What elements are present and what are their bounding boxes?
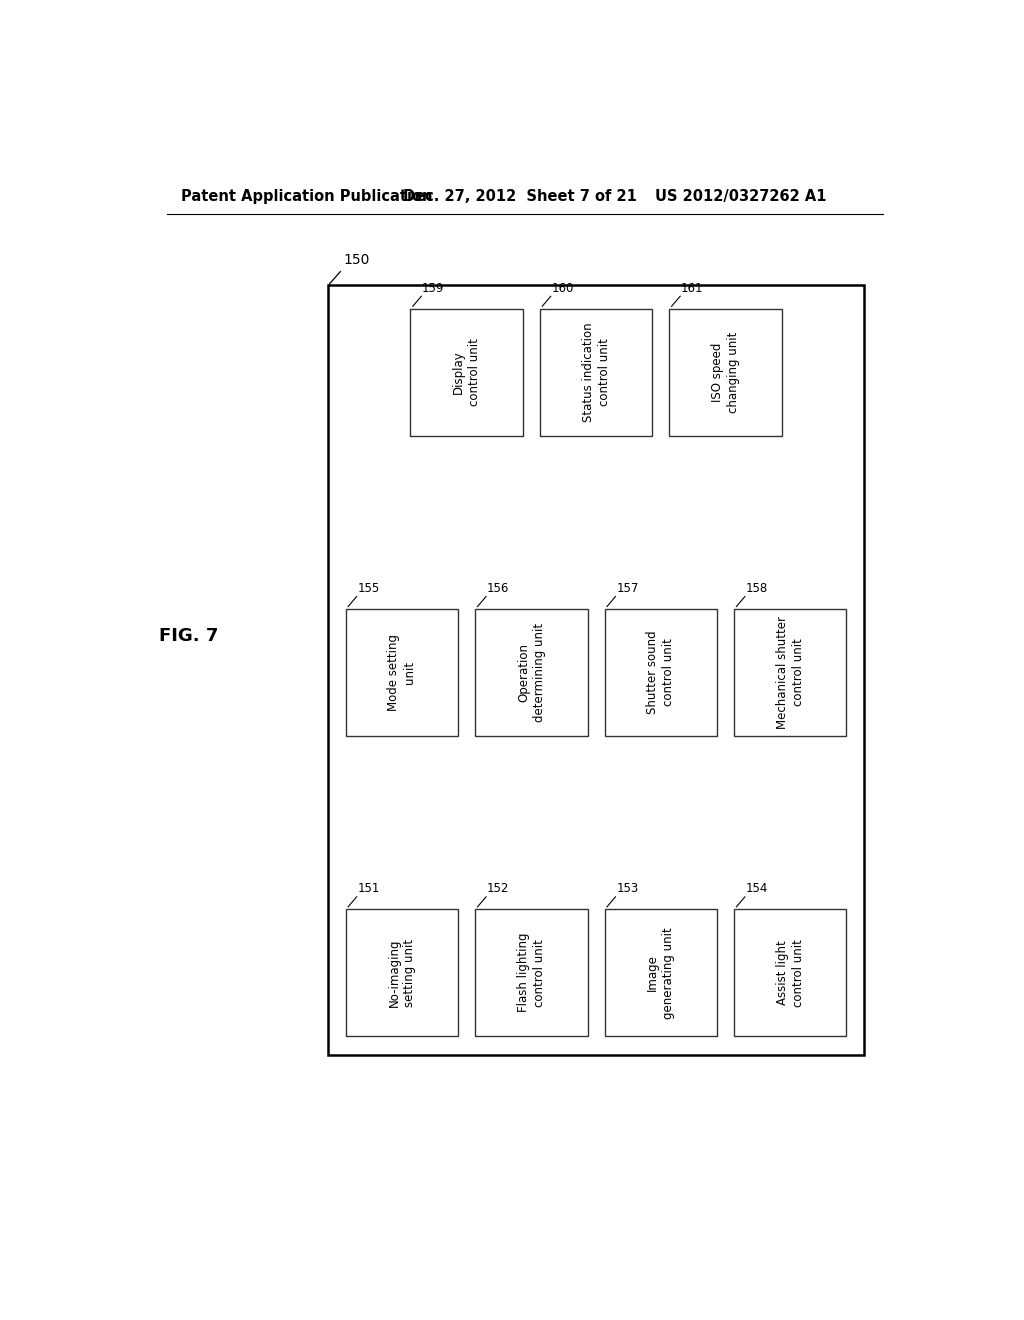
Bar: [604, 909, 717, 1036]
Text: Patent Application Publication: Patent Application Publication: [180, 189, 432, 205]
Text: ISO speed
changing unit: ISO speed changing unit: [711, 331, 740, 413]
Text: No-imaging
setting unit: No-imaging setting unit: [387, 939, 417, 1007]
Text: Status indication
control unit: Status indication control unit: [582, 322, 610, 422]
Text: 160: 160: [552, 281, 573, 294]
Text: Image
generating unit: Image generating unit: [646, 927, 675, 1019]
Text: 151: 151: [357, 882, 380, 895]
Bar: [670, 309, 781, 436]
Text: 161: 161: [681, 281, 703, 294]
Text: Dec. 27, 2012  Sheet 7 of 21: Dec. 27, 2012 Sheet 7 of 21: [403, 189, 637, 205]
Text: Shutter sound
control unit: Shutter sound control unit: [646, 631, 675, 714]
Text: 158: 158: [745, 582, 768, 595]
Bar: [734, 609, 847, 737]
Bar: [734, 909, 847, 1036]
Text: FIG. 7: FIG. 7: [159, 627, 218, 644]
Bar: [604, 609, 717, 737]
Bar: [346, 609, 458, 737]
Text: 156: 156: [486, 582, 509, 595]
Text: 159: 159: [422, 281, 444, 294]
Text: Mode setting
unit: Mode setting unit: [387, 634, 417, 711]
Bar: [328, 285, 864, 1056]
Text: 155: 155: [357, 582, 380, 595]
Text: Operation
determining unit: Operation determining unit: [517, 623, 546, 722]
Text: 154: 154: [745, 882, 768, 895]
Bar: [540, 309, 652, 436]
Bar: [475, 609, 588, 737]
Text: Flash lighting
control unit: Flash lighting control unit: [517, 933, 546, 1012]
Text: Display
control unit: Display control unit: [453, 338, 481, 407]
Bar: [346, 909, 458, 1036]
Text: US 2012/0327262 A1: US 2012/0327262 A1: [655, 189, 826, 205]
Text: 150: 150: [343, 253, 370, 267]
Bar: [475, 909, 588, 1036]
Text: Assist light
control unit: Assist light control unit: [776, 939, 805, 1007]
Text: Mechanical shutter
control unit: Mechanical shutter control unit: [776, 616, 805, 729]
Bar: [411, 309, 523, 436]
Text: 152: 152: [486, 882, 509, 895]
Text: 157: 157: [616, 582, 639, 595]
Text: 153: 153: [616, 882, 639, 895]
